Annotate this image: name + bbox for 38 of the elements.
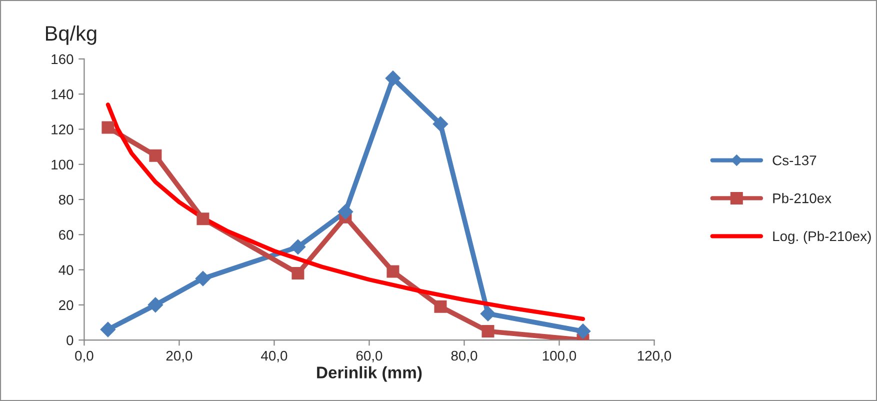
point	[292, 267, 304, 280]
point	[148, 297, 164, 312]
point	[434, 300, 447, 313]
point	[100, 322, 116, 338]
y-tick-label: 0	[66, 335, 74, 346]
point	[386, 265, 400, 278]
point	[482, 325, 494, 338]
legend-label: Pb-210ex	[773, 193, 832, 204]
point	[575, 324, 591, 339]
point	[102, 121, 114, 134]
y-tick-label: 100	[52, 160, 74, 170]
point	[480, 306, 496, 322]
point	[196, 212, 210, 226]
point	[149, 149, 162, 162]
y-tick-label: 40	[58, 265, 74, 275]
x-tick-label: 20,0	[166, 350, 192, 362]
x-tick-label: 0,0	[75, 350, 94, 362]
y-tick-label: 20	[59, 300, 74, 310]
point	[338, 204, 354, 220]
x-tick-label: 60,0	[356, 350, 382, 362]
x-tick-label: 80,0	[451, 350, 478, 362]
y-axis-title: Bq/kg	[46, 25, 96, 45]
x-tick-label: 120,0	[638, 350, 672, 362]
y-tick-label: 80	[58, 194, 74, 205]
point	[195, 270, 211, 286]
x-tick-label: 40,0	[261, 350, 288, 362]
legend-label: Cs-137	[772, 155, 816, 166]
y-tick-label: 60	[59, 230, 74, 240]
point	[385, 70, 401, 86]
point	[290, 239, 306, 255]
x-axis-title: Derinlik (mm)	[317, 366, 422, 382]
y-tick-label: 120	[52, 124, 74, 134]
line-series	[106, 102, 586, 322]
legend-label: Log. (Pb-210ex)	[773, 230, 871, 244]
y-tick-label: 140	[52, 89, 74, 100]
x-tick-label: 100,0	[542, 350, 576, 362]
point	[432, 116, 448, 132]
y-tick-label: 160	[52, 54, 74, 64]
